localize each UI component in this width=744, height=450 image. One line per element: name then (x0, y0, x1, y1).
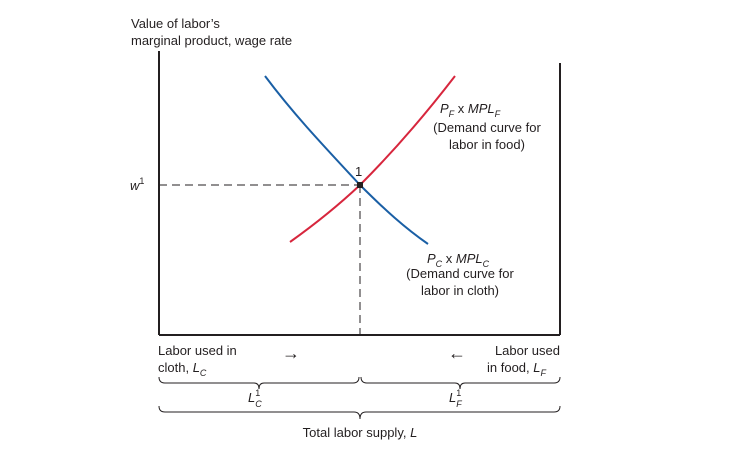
lf1-label: L1 F (449, 388, 462, 409)
y-axis-label-line1: Value of labor’s (131, 16, 220, 31)
cloth-curve-desc-line2: labor in cloth) (421, 283, 499, 298)
labor-food-line1: Labor used (495, 343, 560, 358)
food-allocation-brace (360, 376, 561, 390)
food-curve-desc-line1: (Demand curve for (433, 120, 541, 135)
labor-cloth-line2: cloth, LC (158, 360, 207, 378)
cloth-curve-desc-line1: (Demand curve for (406, 266, 514, 281)
cloth-curve-label: PC x MPLC (427, 251, 490, 269)
cloth-demand-curve (264, 75, 429, 245)
cloth-allocation-brace (158, 376, 360, 390)
labor-food-line2: in food, LF (487, 360, 547, 378)
food-curve-desc-line2: labor in food) (449, 137, 525, 152)
lc1-label: L1 C (248, 388, 262, 409)
total-labor-brace (158, 405, 561, 420)
food-curve-label: PF x MPLF (440, 101, 501, 119)
labor-cloth-line1: Labor used in (158, 343, 237, 358)
food-demand-curve (289, 75, 456, 243)
total-labor-label: Total labor supply, L (303, 425, 418, 440)
wage-label: w1 (130, 176, 144, 193)
equilibrium-label: 1 (355, 164, 362, 179)
left-arrow-icon: ← (448, 343, 466, 363)
y-axis-label-line2: marginal product, wage rate (131, 33, 292, 48)
right-arrow-icon: → (282, 343, 300, 363)
equilibrium-point (357, 182, 363, 188)
